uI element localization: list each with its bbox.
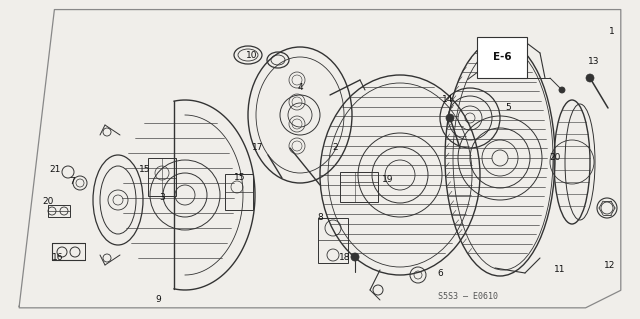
Text: S5S3 – E0610: S5S3 – E0610 <box>438 292 499 301</box>
Text: E-6: E-6 <box>493 52 511 63</box>
Text: 1: 1 <box>609 27 615 36</box>
Circle shape <box>446 114 454 122</box>
Text: 15: 15 <box>140 166 151 174</box>
Bar <box>225 174 253 210</box>
Text: 5: 5 <box>505 103 511 113</box>
Text: 7: 7 <box>69 177 75 187</box>
Text: 15: 15 <box>234 174 246 182</box>
Text: 11: 11 <box>554 265 566 275</box>
Circle shape <box>351 253 359 261</box>
Text: 12: 12 <box>604 261 616 270</box>
Text: 2: 2 <box>332 144 338 152</box>
Text: 21: 21 <box>49 166 61 174</box>
Text: 4: 4 <box>297 84 303 93</box>
Bar <box>340 172 378 202</box>
Text: 9: 9 <box>155 295 161 305</box>
Bar <box>318 218 348 263</box>
Text: 19: 19 <box>382 175 394 184</box>
Text: 3: 3 <box>159 194 165 203</box>
Text: 6: 6 <box>437 270 443 278</box>
Text: 13: 13 <box>588 57 600 66</box>
Circle shape <box>559 87 565 93</box>
Circle shape <box>492 150 508 166</box>
Text: 20: 20 <box>42 197 54 206</box>
Text: 20: 20 <box>549 153 561 162</box>
Bar <box>148 158 176 196</box>
Bar <box>48 205 70 217</box>
Circle shape <box>586 74 594 82</box>
Text: 18: 18 <box>339 254 351 263</box>
Text: 17: 17 <box>252 144 264 152</box>
Text: 8: 8 <box>317 213 323 222</box>
Text: 16: 16 <box>52 254 64 263</box>
Text: 10: 10 <box>246 51 258 61</box>
Text: 14: 14 <box>442 95 454 105</box>
